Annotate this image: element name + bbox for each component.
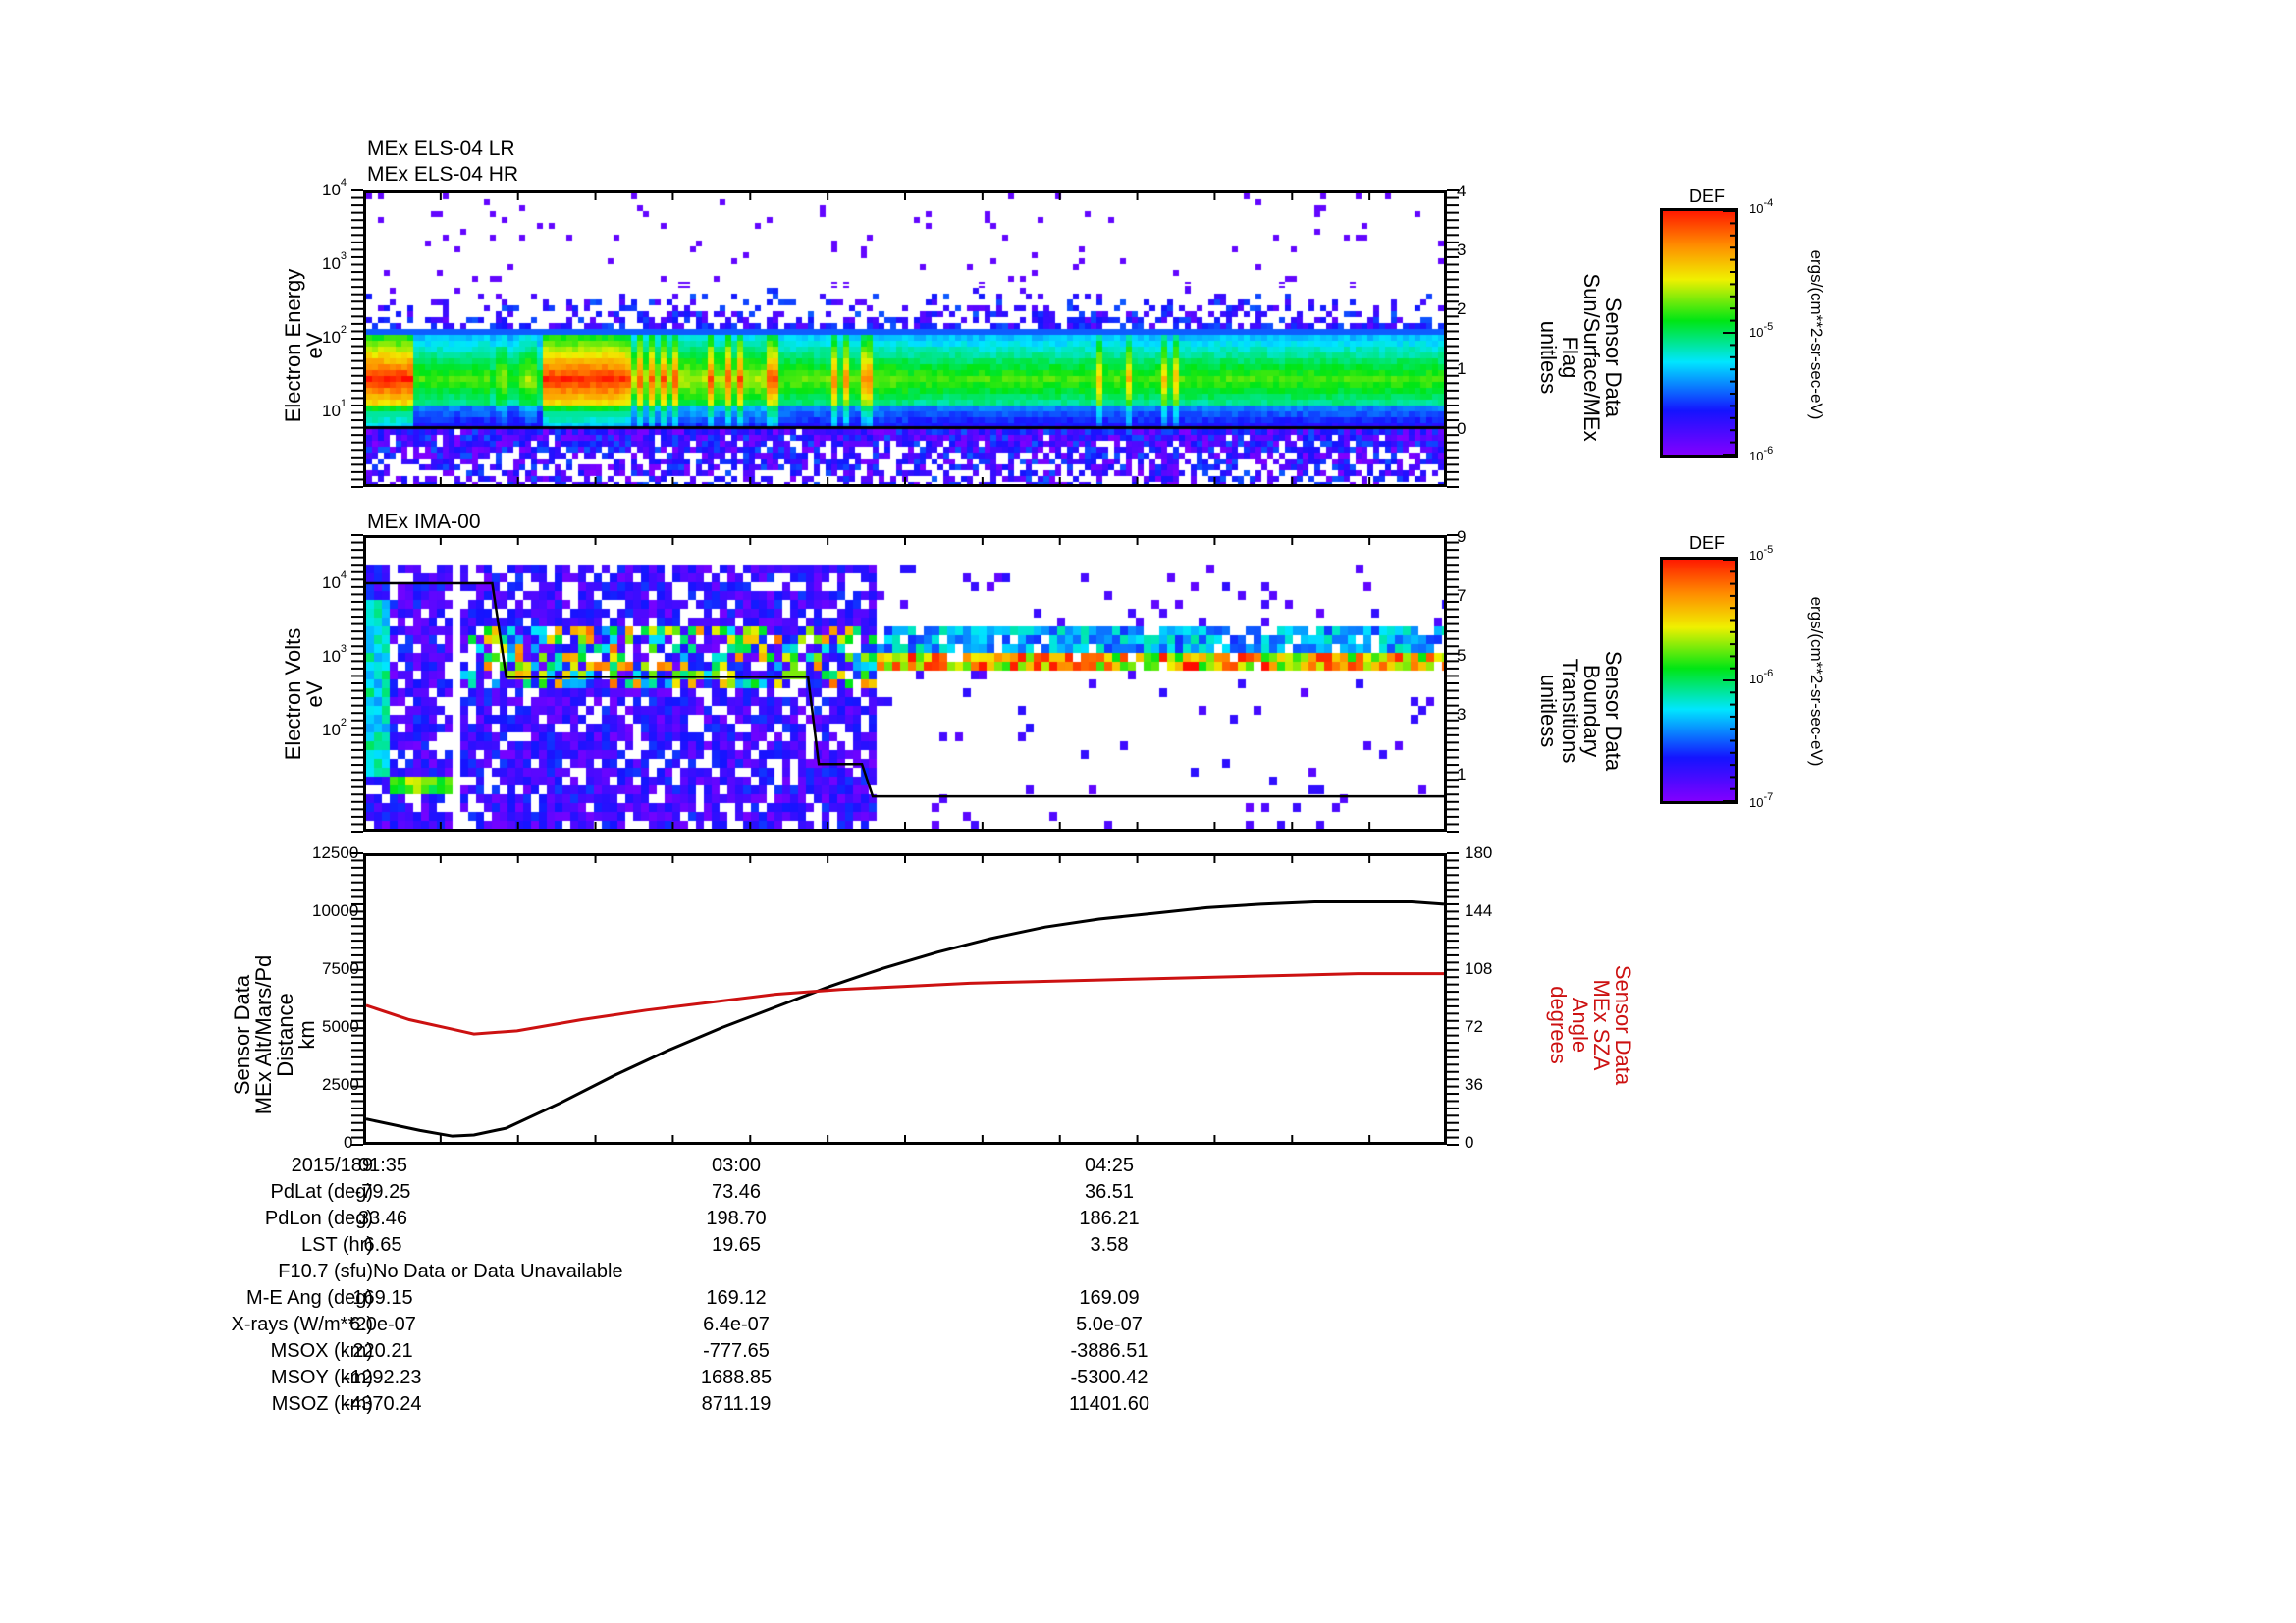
p3-y2tick-144: 144 xyxy=(1465,901,1493,920)
cb2-tick-1e-7: 10-7 xyxy=(1749,791,1774,810)
p1-y2tick-0: 0 xyxy=(1457,419,1467,438)
ephemeris-label: MSOY (km) xyxy=(270,1367,373,1388)
ephemeris-value: -5300.42 xyxy=(1070,1367,1148,1388)
ephemeris-value: 8711.19 xyxy=(701,1393,772,1415)
p3-y2tick-180: 180 xyxy=(1465,843,1493,862)
ephemeris-value: -777.65 xyxy=(703,1340,770,1362)
ephemeris-label: X-rays (W/m**2) xyxy=(231,1314,373,1335)
ephemeris-value: -1292.23 xyxy=(344,1367,422,1388)
p3-y2tick-108: 108 xyxy=(1465,959,1493,978)
ephemeris-value: 01:35 xyxy=(357,1155,408,1176)
p1-y2tick-2: 2 xyxy=(1457,299,1467,318)
ephemeris-value: -79.25 xyxy=(354,1181,411,1203)
p1-ytick-1e4: 104 xyxy=(322,177,347,199)
ephemeris-value: 33.46 xyxy=(357,1208,408,1229)
ephemeris-label: MSOZ (km) xyxy=(271,1393,373,1415)
ephemeris-value: 169.15 xyxy=(352,1287,413,1309)
ephemeris-value: 169.12 xyxy=(706,1287,767,1309)
ephemeris-value: 03:00 xyxy=(711,1155,762,1176)
p3-y2tick-72: 72 xyxy=(1465,1017,1483,1036)
cb2-title: DEF xyxy=(1689,533,1725,553)
ephemeris-value: 6.4e-07 xyxy=(703,1314,770,1335)
p1-ytick-1e2: 102 xyxy=(322,324,347,347)
p1-y2tick-1: 1 xyxy=(1457,359,1467,378)
ephemeris-value: 220.21 xyxy=(352,1340,413,1362)
panel1-title-lr: MEx ELS-04 LR xyxy=(367,137,515,160)
ephemeris-value: 3.58 xyxy=(1090,1234,1129,1256)
p3-ytick-12500: 12500 xyxy=(312,843,359,862)
cb1-tick-1e-4: 10-4 xyxy=(1749,197,1774,216)
ephemeris-label: 2015/189 xyxy=(291,1155,373,1176)
ephemeris-value: No Data or Data Unavailable xyxy=(373,1261,623,1282)
panel1-title-hr: MEx ELS-04 HR xyxy=(367,163,519,186)
cb1-tick-1e-6: 10-6 xyxy=(1749,445,1774,463)
p1-ytick-1e3: 103 xyxy=(322,250,347,273)
ephemeris-label: M-E Ang (deg) xyxy=(246,1287,373,1309)
ephemeris-value: 36.51 xyxy=(1084,1181,1135,1203)
ima-heatmap xyxy=(366,538,1444,829)
cb1-title: DEF xyxy=(1689,187,1725,206)
cb2-tick-1e-5: 10-5 xyxy=(1749,544,1774,563)
p2-y2tick-9: 9 xyxy=(1457,527,1467,546)
els-heatmap xyxy=(366,193,1444,484)
ephemeris-value: 6.65 xyxy=(363,1234,402,1256)
els-spectrogram-panel xyxy=(363,190,1447,487)
p1-y2tick-3: 3 xyxy=(1457,241,1467,259)
p2-y2tick-3: 3 xyxy=(1457,705,1467,724)
p3-ytick-0: 0 xyxy=(344,1133,353,1152)
ephemeris-value: 73.46 xyxy=(711,1181,762,1203)
ephemeris-label: LST (hr) xyxy=(301,1234,373,1256)
ephemeris-value: -4370.24 xyxy=(344,1393,422,1415)
p3-ytick-7500: 7500 xyxy=(322,959,359,978)
p2-y2tick-7: 7 xyxy=(1457,586,1467,605)
p2-y2tick-5: 5 xyxy=(1457,646,1467,665)
ephemeris-value: 6.0e-07 xyxy=(349,1314,416,1335)
ephemeris-label: PdLon (deg) xyxy=(264,1208,373,1229)
p1-ytick-1e1: 101 xyxy=(322,398,347,420)
p3-ytick-5000: 5000 xyxy=(322,1017,359,1036)
p2-ytick-1e4: 104 xyxy=(322,569,347,592)
ephemeris-value: 5.0e-07 xyxy=(1076,1314,1143,1335)
colorbar-ima xyxy=(1660,557,1738,804)
p3-y2tick-36: 36 xyxy=(1465,1075,1483,1094)
panel2-title: MEx IMA-00 xyxy=(367,511,481,533)
p2-y2tick-1: 1 xyxy=(1457,765,1467,784)
p3-ytick-2500: 2500 xyxy=(322,1075,359,1094)
ephemeris-value: 19.65 xyxy=(711,1234,762,1256)
ephemeris-value: 1688.85 xyxy=(700,1367,773,1388)
p3-ytick-10000: 10000 xyxy=(312,901,359,920)
ephemeris-value: -3886.51 xyxy=(1070,1340,1148,1362)
ephemeris-value: 198.70 xyxy=(706,1208,767,1229)
p1-y2tick-4: 4 xyxy=(1457,182,1467,200)
ephemeris-label: F10.7 (sfu) xyxy=(278,1261,373,1282)
ephemeris-label: PdLat (deg) xyxy=(270,1181,373,1203)
cb1-tick-1e-5: 10-5 xyxy=(1749,321,1774,340)
ephemeris-value: 04:25 xyxy=(1084,1155,1135,1176)
cb2-tick-1e-6: 10-6 xyxy=(1749,668,1774,686)
p3-y2tick-0: 0 xyxy=(1465,1133,1474,1152)
ephemeris-label: MSOX (km) xyxy=(270,1340,373,1362)
p2-ytick-1e3: 103 xyxy=(322,643,347,666)
ephemeris-value: 11401.60 xyxy=(1069,1393,1149,1415)
ephemeris-value: 186.21 xyxy=(1079,1208,1140,1229)
ephemeris-value: 169.09 xyxy=(1079,1287,1140,1309)
p2-ytick-1e2: 102 xyxy=(322,717,347,739)
